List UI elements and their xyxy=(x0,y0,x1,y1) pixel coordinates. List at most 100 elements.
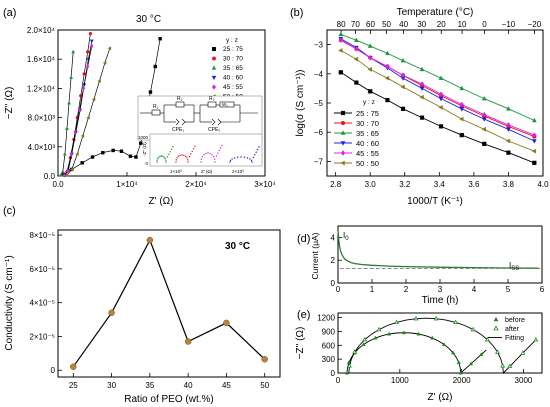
inset-point xyxy=(249,158,251,160)
data-point xyxy=(65,168,70,174)
data-point xyxy=(373,335,378,340)
inset-point xyxy=(233,157,236,159)
data-point xyxy=(64,126,69,130)
inset-r2: R₂ xyxy=(177,96,183,102)
inset-r1: R₁ xyxy=(153,104,159,110)
inset-cpe2: CPE₂ xyxy=(208,127,220,133)
x-tick-label: 2×10⁴ xyxy=(185,180,207,189)
y-tick-label: 600 xyxy=(322,341,336,350)
data-point xyxy=(419,66,425,72)
legend-marker xyxy=(493,325,499,331)
data-point xyxy=(401,330,406,335)
data-point xyxy=(533,337,539,342)
data-point xyxy=(90,155,95,159)
panel-b: (b) Temperature (°C) 1000/T (K⁻¹) log(σ … xyxy=(290,7,549,207)
data-point xyxy=(484,336,490,342)
panel-d-i0-label: I0 xyxy=(343,231,349,242)
y-tick-label: 0 xyxy=(331,369,336,378)
panel-d-data xyxy=(337,230,541,269)
data-point xyxy=(86,115,90,120)
data-point xyxy=(134,155,138,159)
data-point xyxy=(101,150,105,155)
fit-line xyxy=(63,46,93,176)
top-tick-label: 60 xyxy=(366,20,375,29)
x-tick-label: 0 xyxy=(336,376,341,385)
inset-point xyxy=(175,161,177,163)
inset-point xyxy=(179,154,181,157)
inset-point xyxy=(176,157,178,159)
panel-a-frame xyxy=(57,29,266,177)
inset-point xyxy=(258,146,260,148)
legend-label: 30 : 70 xyxy=(356,119,379,128)
data-point xyxy=(158,37,162,41)
top-tick-label: 30 xyxy=(417,20,426,29)
data-point xyxy=(481,95,487,101)
data-point xyxy=(500,363,506,368)
data-point xyxy=(459,116,464,122)
data-point xyxy=(506,127,511,132)
data-point xyxy=(353,37,359,42)
data-point xyxy=(67,100,72,105)
inset-point xyxy=(186,157,188,159)
data-point xyxy=(456,360,461,365)
data-point xyxy=(153,64,157,69)
data-point xyxy=(532,160,537,165)
data-point xyxy=(69,75,74,79)
data-point xyxy=(400,57,406,63)
inset-point xyxy=(214,161,216,163)
legend-label: after xyxy=(505,326,520,333)
y-tick-label: 1.2×10⁴ xyxy=(27,84,56,93)
y-tick-label: 900 xyxy=(322,327,336,336)
x-tick-label: 40 xyxy=(184,381,193,390)
data-point xyxy=(394,319,399,325)
y-tick-label: 8.0×10³ xyxy=(28,114,56,123)
data-point xyxy=(108,309,115,317)
x-tick-label: 3×10⁴ xyxy=(254,180,276,189)
inset-point xyxy=(200,161,202,163)
inset-cpe1: CPE₁ xyxy=(172,127,184,133)
panel-e-ticks: 0 1000 2000 3000 0 300 600 900 1200 xyxy=(317,314,533,385)
legend-marker xyxy=(493,316,499,322)
data-point xyxy=(73,129,78,135)
legend-label: 30 : 70 xyxy=(223,56,243,63)
x-tick-label: 30 xyxy=(107,381,116,390)
data-point xyxy=(346,360,351,365)
data-point xyxy=(413,315,419,321)
y-tick-label: 0.0 xyxy=(44,172,56,181)
y-tick-label: 6×10⁻⁵ xyxy=(29,265,55,274)
top-tick-label: 70 xyxy=(351,20,360,29)
inset-point xyxy=(166,156,169,158)
y-tick-label: −7 xyxy=(314,157,324,166)
data-point xyxy=(506,150,511,155)
y-tick-label: 0 xyxy=(331,279,336,288)
panel-a-legend-title: y : z xyxy=(226,37,238,44)
data-point xyxy=(338,48,343,53)
data-point xyxy=(506,106,511,111)
inset-point xyxy=(184,155,187,158)
data-point xyxy=(387,331,392,336)
inset-ytick-1000: 1000 xyxy=(138,135,149,140)
data-point xyxy=(400,84,405,90)
legend-fit-label: Fitting xyxy=(505,335,524,342)
inset-point xyxy=(251,161,253,163)
inset-point xyxy=(170,148,173,150)
inset-point xyxy=(165,161,167,163)
data-point xyxy=(419,115,425,120)
panel-a-ylabel: −Z'' (Ω) xyxy=(4,87,15,120)
inset-point xyxy=(168,153,170,156)
data-point xyxy=(419,86,425,92)
y-tick-label: 8×10⁻⁵ xyxy=(29,231,55,240)
panel-e-frame xyxy=(337,312,543,374)
legend-marker xyxy=(340,130,346,135)
inset-point xyxy=(213,158,216,160)
legend-marker xyxy=(211,75,217,81)
x-tick-label: 3 xyxy=(438,285,443,294)
data-point xyxy=(385,50,390,56)
data-point xyxy=(400,106,406,111)
inset-point xyxy=(209,152,211,155)
panel-e-xlabel: Z' (Ω) xyxy=(428,392,453,403)
inset-xlabel: Z' (Ω) xyxy=(201,169,213,174)
inset-point xyxy=(231,158,233,160)
top-tick-label: 40 xyxy=(399,20,408,29)
